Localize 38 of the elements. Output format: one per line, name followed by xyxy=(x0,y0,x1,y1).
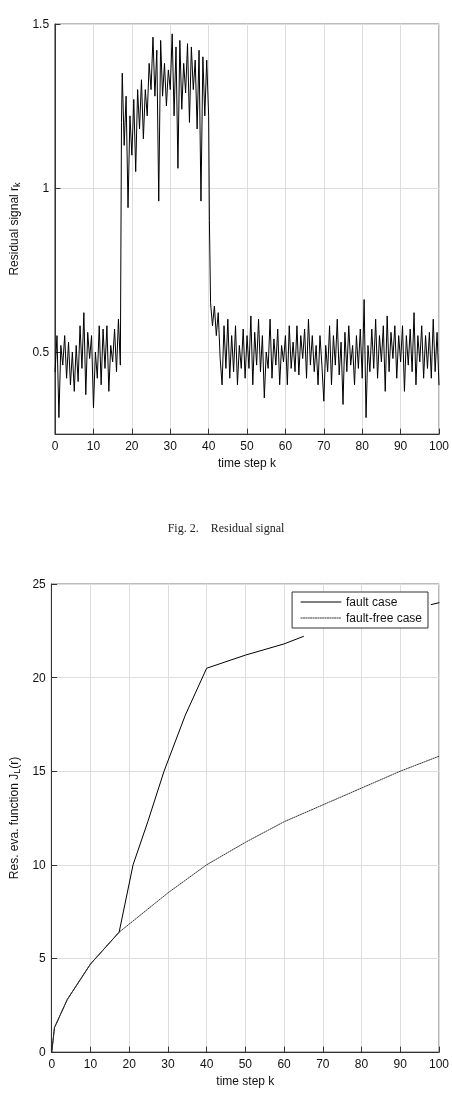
x-tick-label: 90 xyxy=(393,1057,408,1071)
y-axis-title: Residual signal rk xyxy=(7,181,22,276)
x-tick-label: 0 xyxy=(51,439,59,453)
x-tick-label: 90 xyxy=(393,439,408,453)
x-tick-label: 10 xyxy=(83,1057,98,1071)
y-tick-label: 1 xyxy=(42,181,50,195)
x-tick-label: 80 xyxy=(355,439,370,453)
x-tick-label: 70 xyxy=(316,1057,330,1071)
x-tick-label: 60 xyxy=(277,1057,292,1071)
legend-label: fault case xyxy=(345,595,398,609)
y-tick-label: 0 xyxy=(39,1045,47,1059)
x-tick-label: 70 xyxy=(317,439,331,453)
y-tick-label: 1.5 xyxy=(32,17,50,31)
y-tick-label: 10 xyxy=(32,857,47,872)
x-tick-label: 40 xyxy=(201,439,216,453)
y-tick-label: 15 xyxy=(32,764,47,779)
y-tick-label: 20 xyxy=(32,670,47,685)
x-tick-label: 80 xyxy=(354,1057,369,1071)
x-tick-label: 30 xyxy=(163,439,178,453)
y-axis-title: Res. eva. function JL(r) xyxy=(7,756,22,880)
x-tick-label: 20 xyxy=(125,439,139,453)
y-tick-label: 5 xyxy=(39,951,47,966)
x-axis-title: time step k xyxy=(218,455,278,470)
x-tick-label: 100 xyxy=(428,1057,450,1071)
x-tick-label: 60 xyxy=(278,439,293,453)
x-tick-label: 100 xyxy=(428,439,450,453)
y-tick-label: 0.5 xyxy=(32,345,50,359)
x-axis-title: time step k xyxy=(216,1073,276,1088)
y-tick-label: 25 xyxy=(32,577,47,591)
x-tick-label: 10 xyxy=(86,439,101,453)
x-tick-label: 50 xyxy=(238,1057,253,1071)
x-tick-label: 30 xyxy=(161,1057,175,1071)
caption: Fig. 2. Residual signal xyxy=(167,521,285,535)
line-series xyxy=(54,33,440,419)
legend-label: fault-free case xyxy=(345,611,423,625)
x-tick-label: 40 xyxy=(199,1057,214,1071)
x-tick-label: 20 xyxy=(122,1057,137,1071)
x-tick-label: 50 xyxy=(240,439,255,453)
